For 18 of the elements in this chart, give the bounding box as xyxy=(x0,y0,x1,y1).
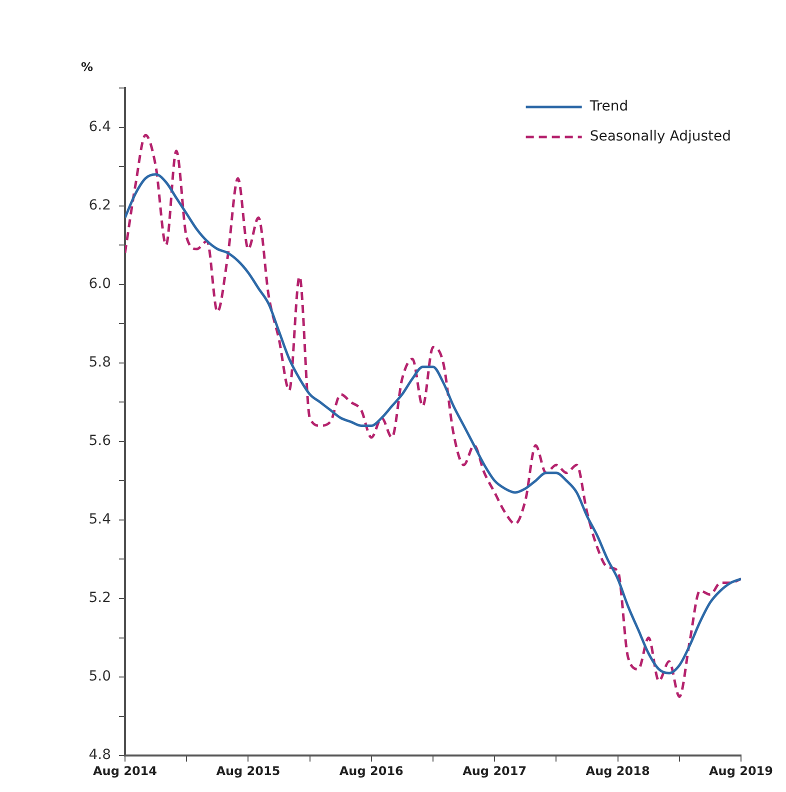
y-axis-title: % xyxy=(80,60,94,74)
y-tick-label: 4.8 xyxy=(88,747,111,764)
y-tick-label: 5.2 xyxy=(88,590,111,606)
x-tick-label: Aug 2019 xyxy=(709,764,773,778)
y-tick-label: 6.2 xyxy=(88,197,111,214)
y-tick-label: 6.0 xyxy=(88,276,111,292)
x-tick-label: Aug 2016 xyxy=(339,764,404,778)
y-tick-label: 6.4 xyxy=(88,118,112,135)
x-tick-label: Aug 2018 xyxy=(586,764,650,778)
legend-label: Trend xyxy=(588,98,628,115)
x-tick-label: Aug 2014 xyxy=(93,764,157,778)
y-tick-label: 5.8 xyxy=(88,354,111,371)
x-tick-label: Aug 2015 xyxy=(216,764,280,778)
legend-label: Seasonally Adjusted xyxy=(590,128,732,145)
y-tick-label: 5.4 xyxy=(88,512,112,528)
y-tick-label: 5.0 xyxy=(88,668,111,685)
x-tick-label: Aug 2017 xyxy=(462,764,527,778)
y-tick-label: 5.6 xyxy=(88,433,112,450)
